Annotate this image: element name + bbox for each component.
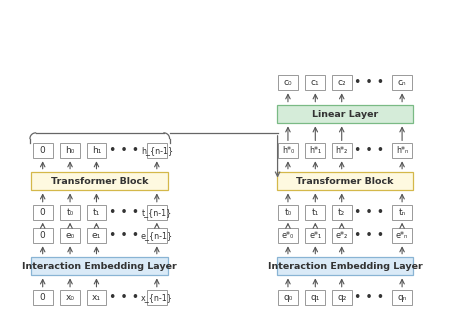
- Text: • • •: • • •: [109, 206, 139, 219]
- Text: 0: 0: [40, 208, 46, 217]
- Text: Transformer Block: Transformer Block: [51, 177, 148, 186]
- FancyBboxPatch shape: [31, 172, 168, 191]
- Text: qₙ: qₙ: [397, 293, 407, 302]
- Text: • • •: • • •: [109, 144, 139, 157]
- Text: e*₁: e*₁: [309, 231, 321, 240]
- FancyBboxPatch shape: [305, 290, 325, 305]
- FancyBboxPatch shape: [277, 105, 413, 123]
- Text: t₀: t₀: [66, 208, 73, 217]
- Text: e₀: e₀: [65, 231, 75, 240]
- Text: t₁: t₁: [93, 208, 100, 217]
- FancyBboxPatch shape: [60, 143, 80, 158]
- Text: cₙ: cₙ: [398, 78, 406, 87]
- Text: c₀: c₀: [283, 78, 292, 87]
- Text: h_{n-1}: h_{n-1}: [141, 146, 173, 155]
- FancyBboxPatch shape: [87, 205, 106, 220]
- Text: c₁: c₁: [311, 78, 319, 87]
- FancyBboxPatch shape: [332, 228, 352, 244]
- Text: t₀: t₀: [284, 208, 292, 217]
- Text: h*ₙ: h*ₙ: [396, 146, 408, 155]
- FancyBboxPatch shape: [60, 290, 80, 305]
- FancyBboxPatch shape: [33, 290, 53, 305]
- FancyBboxPatch shape: [147, 228, 167, 244]
- FancyBboxPatch shape: [332, 205, 352, 220]
- Text: h₁: h₁: [92, 146, 101, 155]
- FancyBboxPatch shape: [87, 290, 106, 305]
- Text: h*₁: h*₁: [309, 146, 321, 155]
- FancyBboxPatch shape: [33, 143, 53, 158]
- FancyBboxPatch shape: [147, 205, 167, 220]
- FancyBboxPatch shape: [332, 290, 352, 305]
- Text: q₁: q₁: [310, 293, 320, 302]
- FancyBboxPatch shape: [392, 290, 412, 305]
- Text: Interaction Embedding Layer: Interaction Embedding Layer: [22, 262, 177, 270]
- Text: e₁: e₁: [92, 231, 101, 240]
- Text: 0: 0: [40, 231, 46, 240]
- FancyBboxPatch shape: [392, 75, 412, 90]
- Text: • • •: • • •: [109, 229, 139, 242]
- FancyBboxPatch shape: [305, 228, 325, 244]
- Text: x₀: x₀: [65, 293, 74, 302]
- FancyBboxPatch shape: [278, 205, 298, 220]
- FancyBboxPatch shape: [277, 257, 413, 275]
- FancyBboxPatch shape: [278, 75, 298, 90]
- FancyBboxPatch shape: [278, 228, 298, 244]
- Text: tₙ: tₙ: [399, 208, 406, 217]
- Text: t₁: t₁: [312, 208, 319, 217]
- Text: • • •: • • •: [355, 291, 384, 304]
- Text: • • •: • • •: [109, 291, 139, 304]
- FancyBboxPatch shape: [278, 143, 298, 158]
- Text: h*₀: h*₀: [282, 146, 294, 155]
- Text: Interaction Embedding Layer: Interaction Embedding Layer: [268, 262, 422, 270]
- FancyBboxPatch shape: [392, 143, 412, 158]
- Text: Linear Layer: Linear Layer: [312, 110, 378, 119]
- FancyBboxPatch shape: [87, 143, 106, 158]
- Text: e_{n-1}: e_{n-1}: [141, 231, 173, 240]
- FancyBboxPatch shape: [277, 172, 413, 191]
- Text: • • •: • • •: [355, 229, 384, 242]
- Text: x_{n-1}: x_{n-1}: [141, 293, 173, 302]
- Text: h*₂: h*₂: [336, 146, 348, 155]
- Text: 0: 0: [40, 146, 46, 155]
- FancyBboxPatch shape: [147, 143, 167, 158]
- Text: q₂: q₂: [337, 293, 346, 302]
- FancyBboxPatch shape: [31, 257, 168, 275]
- Text: x₁: x₁: [92, 293, 101, 302]
- FancyBboxPatch shape: [392, 205, 412, 220]
- Text: t₂: t₂: [338, 208, 346, 217]
- Text: • • •: • • •: [355, 206, 384, 219]
- Text: e*₂: e*₂: [336, 231, 348, 240]
- FancyBboxPatch shape: [60, 205, 80, 220]
- FancyBboxPatch shape: [305, 205, 325, 220]
- Text: h₀: h₀: [65, 146, 75, 155]
- FancyBboxPatch shape: [33, 228, 53, 244]
- Text: q₀: q₀: [283, 293, 292, 302]
- FancyBboxPatch shape: [332, 75, 352, 90]
- FancyBboxPatch shape: [60, 228, 80, 244]
- Text: e*₀: e*₀: [282, 231, 294, 240]
- FancyBboxPatch shape: [278, 290, 298, 305]
- Text: t_{n-1}: t_{n-1}: [142, 208, 172, 217]
- Text: Transformer Block: Transformer Block: [296, 177, 394, 186]
- FancyBboxPatch shape: [87, 228, 106, 244]
- Text: • • •: • • •: [355, 144, 384, 157]
- FancyBboxPatch shape: [305, 143, 325, 158]
- Text: c₂: c₂: [337, 78, 346, 87]
- FancyBboxPatch shape: [332, 143, 352, 158]
- Text: • • •: • • •: [355, 76, 384, 89]
- Text: 0: 0: [40, 293, 46, 302]
- FancyBboxPatch shape: [33, 205, 53, 220]
- Text: e*ₙ: e*ₙ: [396, 231, 408, 240]
- FancyBboxPatch shape: [147, 290, 167, 305]
- FancyBboxPatch shape: [392, 228, 412, 244]
- FancyBboxPatch shape: [305, 75, 325, 90]
